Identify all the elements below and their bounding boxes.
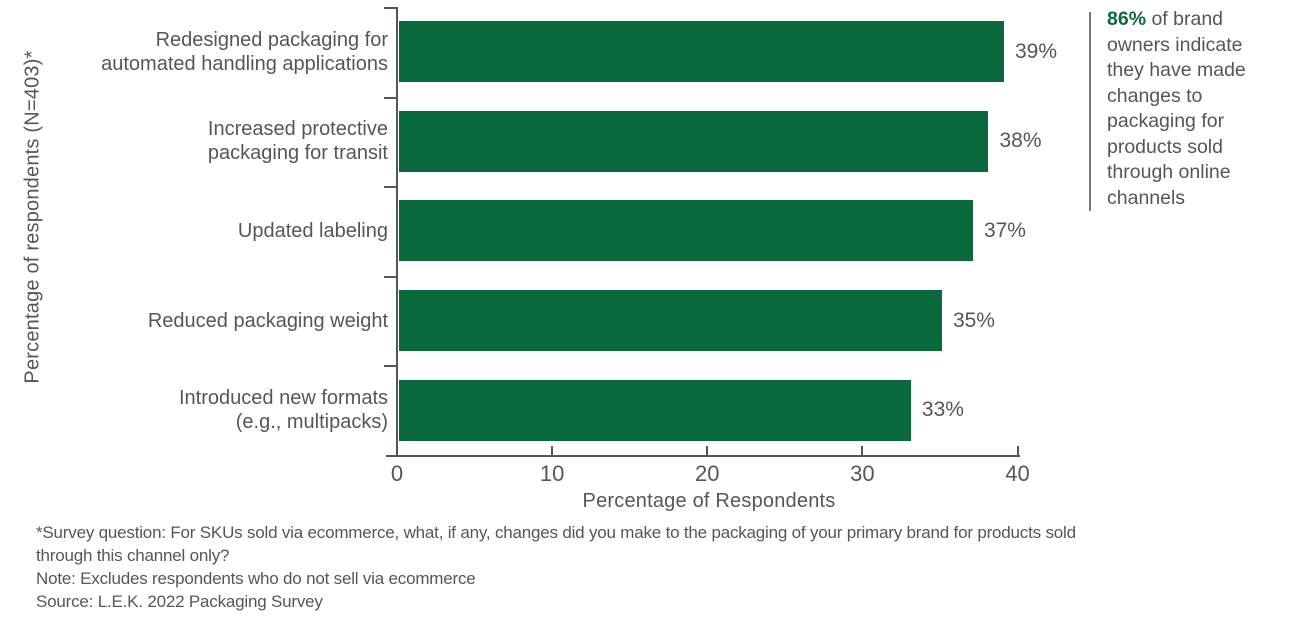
footnote-source: Source: L.E.K. 2022 Packaging Survey — [36, 592, 323, 611]
x-tick-label: 0 — [390, 461, 404, 486]
x-tick — [706, 446, 709, 455]
x-axis-title: Percentage of Respondents — [582, 490, 836, 512]
bar-value-label: 35% — [952, 308, 995, 332]
category-label: Introduced new formats (e.g., multipacks… — [179, 387, 388, 434]
bar-value-label: 37% — [983, 218, 1026, 242]
x-tick — [551, 446, 554, 455]
x-tick — [861, 446, 864, 455]
bar — [399, 290, 942, 352]
bar — [399, 200, 973, 262]
bar-value-label: 39% — [1014, 39, 1058, 63]
bar-value-label: 38% — [999, 129, 1042, 153]
bar-row: Increased protective packaging for trans… — [0, 97, 1042, 187]
footnote-note: Note: Excludes respondents who do not se… — [36, 569, 476, 588]
callout-divider — [1089, 12, 1091, 211]
callout-highlight: 86% — [1107, 8, 1147, 30]
bar-value-label: 33% — [921, 398, 964, 422]
category-label: Updated labeling — [237, 219, 388, 242]
x-tick — [1016, 446, 1019, 455]
y-tick — [384, 186, 397, 189]
x-tick-label: 30 — [850, 461, 875, 486]
y-tick — [384, 275, 397, 278]
bar-row: Introduced new formats (e.g., multipacks… — [0, 365, 964, 455]
y-tick — [384, 365, 397, 368]
bar — [399, 21, 1004, 83]
y-axis-line — [396, 7, 398, 457]
x-tick-label: 20 — [695, 461, 720, 486]
bar-row: Reduced packaging weight 35% — [0, 276, 995, 366]
footnotes: *Survey question: For SKUs sold via ecom… — [36, 521, 1092, 613]
category-label: Reduced packaging weight — [147, 309, 388, 332]
x-tick-label: 10 — [539, 461, 565, 486]
bar — [399, 110, 989, 172]
category-label: Increased protective packaging for trans… — [207, 118, 388, 165]
bar — [399, 379, 911, 441]
x-axis-line — [386, 455, 1020, 457]
bar-row: Redesigned packaging for automated handl… — [0, 7, 1057, 97]
category-label: Redesigned packaging for automated handl… — [101, 28, 388, 75]
bar-row: Updated labeling 37% — [0, 186, 1026, 276]
footnote-survey-question: *Survey question: For SKUs sold via ecom… — [36, 523, 1076, 565]
callout-text: 86% of brand owners indicate they have m… — [1107, 7, 1267, 211]
callout-body: of brand owners indicate they have made … — [1107, 8, 1246, 209]
x-tick-label: 40 — [1005, 461, 1030, 486]
y-tick — [384, 96, 397, 99]
y-tick — [384, 7, 397, 9]
